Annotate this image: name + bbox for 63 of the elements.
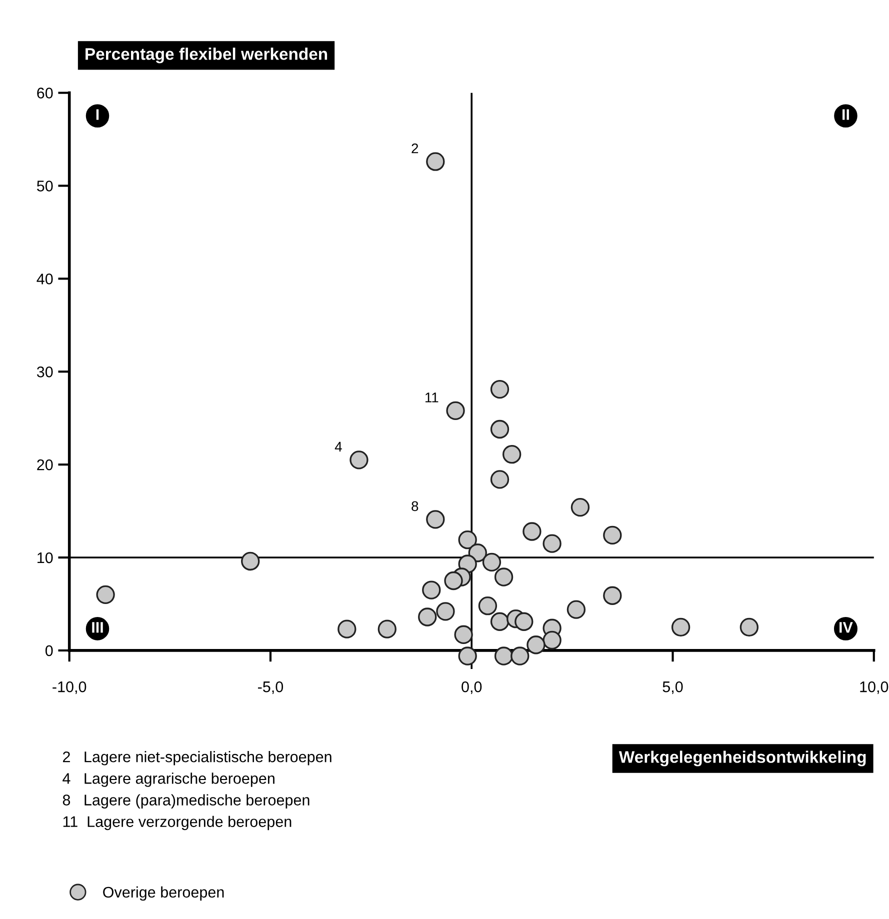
point — [542, 630, 562, 650]
point — [603, 586, 622, 605]
annotation: II — [842, 109, 849, 120]
x-axis-title: Werkgelegenheidsontwikkeling — [618, 750, 866, 766]
legend-label: Overige beroepen — [103, 886, 224, 901]
point — [522, 522, 542, 541]
point — [422, 580, 441, 600]
annotation: 2 — [412, 143, 418, 154]
point — [510, 646, 530, 666]
annotation: 8 — [412, 501, 418, 512]
y-tick-label: 10 — [38, 552, 53, 564]
y-tick-label: 40 — [36, 274, 53, 284]
x-tick-label: 10,0 — [860, 681, 888, 694]
point — [514, 612, 534, 631]
point — [418, 608, 437, 626]
point — [96, 585, 115, 604]
point — [671, 618, 690, 637]
point — [490, 380, 510, 399]
point — [444, 571, 463, 590]
point — [566, 600, 586, 619]
point — [426, 510, 445, 529]
text: 8 Lagere (para)medische beroepen — [62, 794, 310, 808]
point — [494, 568, 514, 586]
y-tick-label: 20 — [37, 459, 53, 470]
point — [570, 498, 590, 517]
point — [378, 620, 396, 638]
x-tick-label: -10,0 — [52, 681, 86, 694]
x-tick-label: -5,0 — [258, 681, 284, 694]
annotation: 11 — [425, 392, 438, 402]
point — [490, 420, 510, 439]
point — [502, 445, 522, 464]
annotation: III — [92, 622, 103, 633]
point — [436, 602, 455, 621]
point — [446, 401, 465, 420]
point — [603, 526, 622, 545]
x-tick-label: 0,0 — [462, 681, 482, 694]
point — [482, 552, 502, 572]
point — [426, 152, 445, 171]
point — [458, 646, 477, 666]
text: 4 Lagere agrarische beroepen — [62, 772, 274, 787]
annotation: IV — [840, 622, 853, 633]
point — [526, 636, 546, 654]
y-tick-label: 60 — [37, 88, 53, 99]
text: 2 Lagere niet-specialistische beroepen — [63, 751, 332, 766]
point — [350, 450, 368, 470]
point — [454, 625, 473, 644]
y-axis-title: Percentage flexibel werkenden — [86, 48, 328, 64]
text: 11 Lagere verzorgende beroepen — [63, 816, 292, 830]
point — [490, 612, 510, 631]
point — [458, 530, 477, 550]
y-tick-label: 30 — [36, 366, 53, 378]
point — [241, 552, 260, 571]
point — [494, 646, 514, 666]
annotation: I — [96, 109, 99, 120]
point — [740, 618, 759, 637]
point — [338, 620, 356, 638]
x-tick-label: 5,0 — [662, 681, 683, 694]
point — [478, 596, 498, 616]
point — [542, 534, 562, 553]
y-tick-label: 50 — [36, 180, 53, 192]
y-tick-label: 0 — [45, 645, 53, 656]
point — [490, 470, 510, 489]
annotation: 4 — [334, 442, 342, 452]
